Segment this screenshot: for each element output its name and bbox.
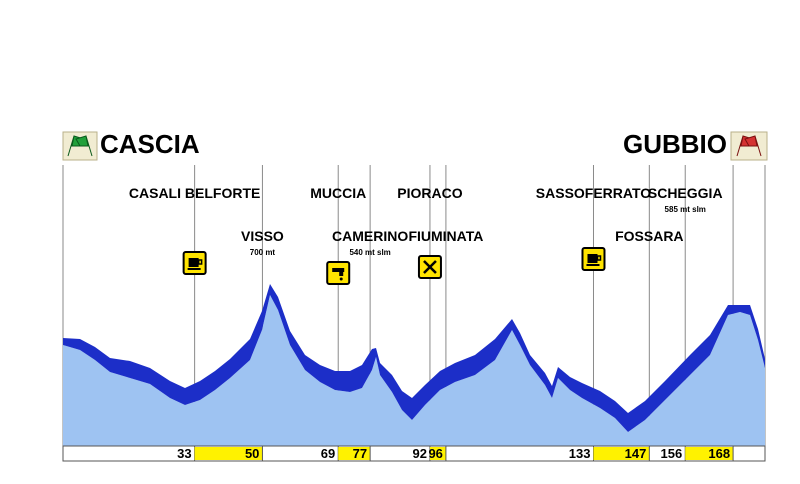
coffee-cup-icon — [182, 251, 207, 275]
start-town-label: CASCIA — [100, 129, 200, 159]
km-marker-label: 147 — [625, 446, 647, 461]
service-icons — [182, 247, 606, 285]
elevation-profile-area — [63, 295, 765, 446]
coffee-cup-icon — [581, 247, 606, 271]
fork-knife-icon — [417, 255, 442, 279]
finish-flag-icon — [730, 131, 768, 161]
waypoint-label: CAMERINO — [332, 228, 408, 244]
km-highlight-segment — [338, 447, 371, 460]
waypoint-label: SCHEGGIA — [648, 185, 723, 201]
km-marker-label: 69 — [321, 446, 335, 461]
km-marker-label: 156 — [661, 446, 683, 461]
km-highlight-segment — [593, 447, 650, 460]
km-marker-label: 50 — [245, 446, 259, 461]
waypoint-altitude: 540 mt slm — [349, 248, 390, 257]
km-highlight-segment — [429, 447, 446, 460]
start-flag-icon — [62, 131, 98, 161]
end-town-label: GUBBIO — [623, 129, 727, 159]
km-marker-label: 77 — [353, 446, 367, 461]
km-marker-label: 133 — [569, 446, 591, 461]
waypoint-label: FIUMINATA — [408, 228, 483, 244]
distance-strip: 33 50 69 77 92 96 133 147 156 168 — [62, 445, 766, 462]
km-marker-label: 168 — [708, 446, 730, 461]
waypoint-label: FOSSARA — [615, 228, 683, 244]
waypoint-label: SASSOFERRATO — [536, 185, 651, 201]
waypoint-altitude: 585 mt slm — [665, 205, 706, 214]
km-marker-label: 92 — [412, 446, 426, 461]
waypoint-altitude: 700 mt — [250, 248, 276, 257]
waypoint-label: PIORACO — [397, 185, 462, 201]
waypoint-label: CASALI BELFORTE — [129, 185, 260, 201]
elevation-profile-band — [63, 284, 765, 432]
waypoint-label: VISSO — [241, 228, 284, 244]
waypoint-label: MUCCIA — [310, 185, 366, 201]
km-marker-label: 33 — [177, 446, 191, 461]
km-marker-label: 96 — [428, 446, 442, 461]
km-highlight-segment — [194, 447, 263, 460]
km-highlight-segment — [685, 447, 734, 460]
water-tap-icon — [326, 261, 351, 285]
waypoint-labels: CASALI BELFORTE VISSO 700 mt MUCCIA CAMERINO… — [129, 185, 723, 257]
